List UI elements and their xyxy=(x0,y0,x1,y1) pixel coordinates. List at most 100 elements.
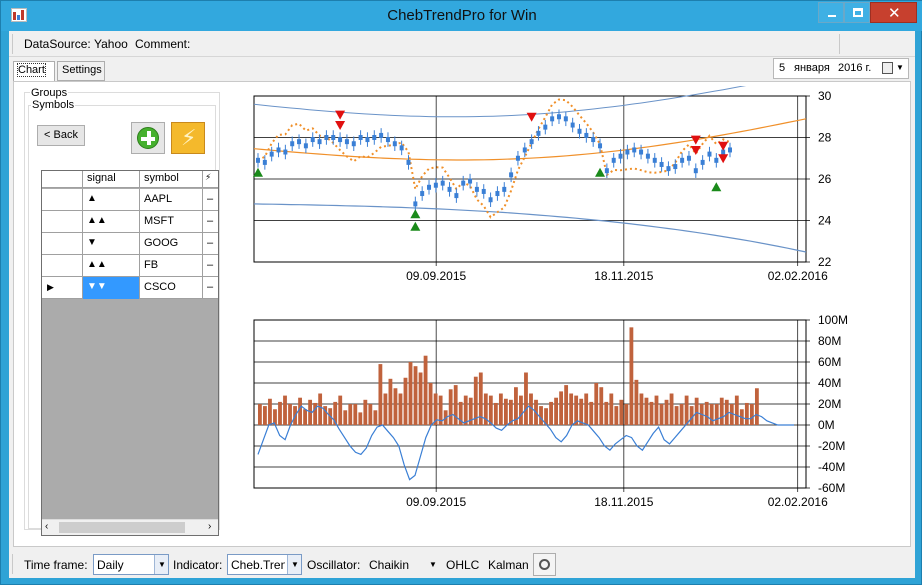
price-candle xyxy=(461,180,466,186)
price-candle xyxy=(481,188,486,194)
minimize-button[interactable] xyxy=(818,2,844,23)
tab-chart[interactable]: Chart xyxy=(13,61,55,82)
indicator-label: Indicator: xyxy=(173,558,223,572)
kalman-button[interactable] xyxy=(533,553,556,576)
price-candle xyxy=(673,164,678,170)
oscillator-line xyxy=(257,405,794,481)
price-candle xyxy=(502,186,507,192)
price-candle xyxy=(529,139,534,145)
price-candle xyxy=(556,114,561,120)
volume-bar xyxy=(729,404,734,425)
flag-cell[interactable]: – xyxy=(207,237,214,249)
volume-bar xyxy=(624,404,629,425)
volume-bar xyxy=(303,409,307,425)
maximize-button[interactable] xyxy=(844,2,870,23)
volume-bar xyxy=(383,393,388,425)
price-candle xyxy=(310,137,315,143)
tab-settings[interactable]: Settings xyxy=(57,61,105,81)
title-bar[interactable]: ChebTrendPro for Win ✕ xyxy=(1,1,922,31)
row-pointer-icon: ▶ xyxy=(47,282,54,292)
chevron-down-icon[interactable]: ▼ xyxy=(896,63,904,72)
symbol-column-header[interactable]: symbol xyxy=(140,171,203,188)
lower-channel-line xyxy=(253,203,807,253)
back-button[interactable]: < Back xyxy=(37,125,85,146)
price-candle xyxy=(570,122,575,128)
price-candle xyxy=(262,159,267,165)
signal-cell[interactable]: ▲▲ xyxy=(83,211,140,233)
symbol-cell[interactable]: MSFT xyxy=(140,211,203,233)
flag-cell[interactable]: – xyxy=(207,281,214,293)
oscillator-select[interactable]: Chaikin xyxy=(369,558,410,572)
timeframe-label: Time frame: xyxy=(24,558,88,572)
flag-cell[interactable]: – xyxy=(207,259,214,271)
symbol-cell[interactable]: FB xyxy=(140,255,203,277)
table-row[interactable]: ▼ GOOG – xyxy=(42,233,218,255)
volume-bar xyxy=(433,393,438,425)
volume-bar xyxy=(704,401,709,425)
signal-column-header[interactable]: signal xyxy=(83,171,140,188)
volume-bar xyxy=(453,385,458,425)
volume-y-tick-label: 20M xyxy=(818,397,841,411)
grid-horizontal-scrollbar[interactable]: ‹ › xyxy=(42,519,218,535)
kalman-toggle[interactable]: Kalman xyxy=(488,558,529,572)
price-candle xyxy=(522,147,527,153)
price-candle xyxy=(591,137,596,143)
price-candle xyxy=(420,191,425,197)
scroll-right-icon[interactable]: › xyxy=(208,521,212,532)
price-candle xyxy=(427,184,432,190)
price-y-tick-label: 28 xyxy=(818,131,832,145)
price-candle xyxy=(645,153,650,159)
ohlc-toggle[interactable]: OHLC xyxy=(446,558,480,572)
charts-area: 30 28 26 24 22 09.09.2015 18.11.2015 02.02.2016… xyxy=(253,86,848,509)
volume-bar xyxy=(503,398,508,425)
table-row[interactable]: ▲▲ FB – xyxy=(42,255,218,277)
date-picker[interactable]: 5 января 2016 г. ▼ xyxy=(773,58,909,79)
timeframe-select[interactable]: Daily ▼ xyxy=(93,554,169,575)
volume-bar xyxy=(664,399,669,425)
scroll-left-icon[interactable]: ‹ xyxy=(45,521,49,532)
signal-cell[interactable]: ▲▲ xyxy=(83,255,140,277)
close-button[interactable]: ✕ xyxy=(870,2,917,23)
price-candle xyxy=(714,157,719,163)
table-row[interactable]: ▶ ▼▼ CSCO – xyxy=(42,277,218,299)
chevron-down-icon[interactable]: ▼ xyxy=(429,560,437,569)
table-row[interactable]: ▲▲ MSFT – xyxy=(42,211,218,233)
price-candle xyxy=(297,139,302,145)
volume-bar xyxy=(323,406,328,425)
volume-bar xyxy=(509,399,513,425)
price-x-tick-label: 18.11.2015 xyxy=(594,269,653,283)
flag-column-header[interactable]: ⚡ xyxy=(205,172,212,182)
volume-bar xyxy=(514,387,518,425)
volume-bar xyxy=(744,402,749,425)
add-symbol-button[interactable] xyxy=(131,122,165,154)
signal-cell[interactable]: ▲ xyxy=(83,189,140,211)
volume-bar xyxy=(483,393,488,425)
signal-cell[interactable]: ▼▼ xyxy=(83,277,140,299)
trend-line xyxy=(253,118,807,161)
scrollbar-thumb[interactable] xyxy=(59,522,185,533)
flag-cell[interactable]: – xyxy=(207,193,214,205)
comment-label: Comment: xyxy=(135,37,191,51)
volume-bar xyxy=(649,401,654,425)
price-candle xyxy=(728,147,732,153)
price-candle xyxy=(269,151,274,157)
volume-y-tick-label: -60M xyxy=(818,481,845,495)
symbol-cell[interactable]: GOOG xyxy=(140,233,203,255)
volume-bar xyxy=(709,404,714,425)
grid-header: signal symbol ⚡ xyxy=(42,171,218,188)
symbol-cell[interactable]: AAPL xyxy=(140,189,203,211)
symbol-cell[interactable]: CSCO xyxy=(140,277,203,299)
price-candle xyxy=(447,186,452,192)
signal-cell[interactable]: ▼ xyxy=(83,233,140,255)
indicator-select[interactable]: Cheb.Trend ▼ xyxy=(227,554,302,575)
run-signals-button[interactable]: ⚡ xyxy=(171,122,205,154)
table-row[interactable]: ▲ AAPL – xyxy=(42,189,218,211)
volume-y-tick-label: 0M xyxy=(818,418,835,432)
price-candle xyxy=(700,159,705,165)
flag-cell[interactable]: – xyxy=(207,215,214,227)
calendar-icon[interactable] xyxy=(882,62,893,74)
datasource-label: DataSource: xyxy=(24,37,91,51)
volume-bar xyxy=(554,397,558,425)
volume-bar xyxy=(348,404,353,425)
volume-y-tick-label: -20M xyxy=(818,439,845,453)
